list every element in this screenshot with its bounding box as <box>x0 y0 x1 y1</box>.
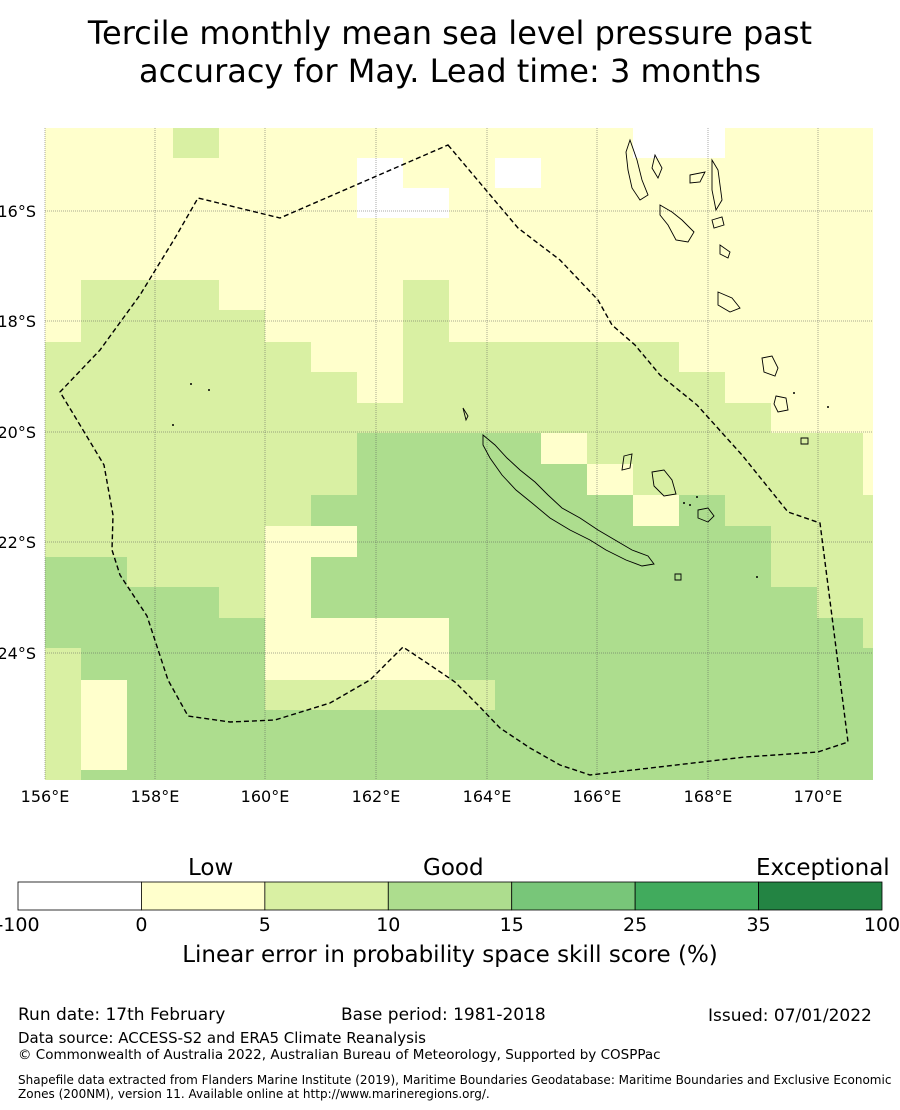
colorbar-segment <box>387 881 513 911</box>
data-source: Data source: ACCESS-S2 and ERA5 Climate … <box>18 1029 426 1047</box>
lon-tick-label: 160°E <box>241 787 290 806</box>
skill-map: 16°S 18°S 20°S 22°S 24°S 156°E 158°E 160°E 162°E… <box>0 128 873 806</box>
colorbar: -100 0 5 10 15 25 35 100 <box>0 881 900 936</box>
colorbar-segment <box>264 881 389 911</box>
coastline-12 <box>651 469 677 497</box>
islet-6 <box>696 496 698 498</box>
chart-title: Tercile monthly mean sea level pressure … <box>0 14 900 90</box>
skill-region-5 <box>357 158 449 218</box>
colorbar-tick-label: -100 <box>0 914 40 936</box>
category-good-label: Good <box>423 855 484 881</box>
islet-1 <box>208 389 210 391</box>
coastline-6 <box>711 216 725 229</box>
lon-tick-label: 166°E <box>573 787 622 806</box>
skill-region-2 <box>45 618 81 780</box>
skill-grid-layer: 16°S 18°S 20°S 22°S 24°S 156°E 158°E 160°E 162°E… <box>0 128 873 806</box>
lat-tick-label: 18°S <box>0 312 36 331</box>
category-low-label: Low <box>188 855 234 881</box>
skill-region-1 <box>173 128 219 158</box>
lon-tick-label: 156°E <box>21 787 70 806</box>
colorbar-tick-label: 0 <box>135 914 147 936</box>
copyright: © Commonwealth of Australia 2022, Austra… <box>18 1047 661 1063</box>
colorbar-segment <box>511 881 636 911</box>
colorbar-tick-label: 100 <box>864 914 900 936</box>
shapefile-credit: Shapefile data extracted from Flanders M… <box>18 1073 892 1101</box>
colorbar-segment <box>141 881 266 911</box>
islet-8 <box>689 504 691 506</box>
lat-tick-label: 22°S <box>0 533 36 552</box>
islet-3 <box>793 392 795 394</box>
colorbar-tick-label: 10 <box>376 914 400 936</box>
colorbar-tick-label: 15 <box>500 914 524 936</box>
category-exceptional-label: Exceptional <box>756 855 890 881</box>
colorbar-segment <box>17 881 142 911</box>
coastline-16 <box>462 407 469 422</box>
coastline-8 <box>717 291 741 313</box>
colorbar-tick-label: 5 <box>259 914 271 936</box>
eez-boundary <box>59 144 849 776</box>
coastline-14 <box>697 507 715 523</box>
colorbar-title: Linear error in probability space skill … <box>182 942 718 968</box>
run-date: Run date: 17th February <box>18 1005 226 1025</box>
colorbar-segment <box>758 881 883 911</box>
coastline-2 <box>651 153 663 180</box>
islet-5 <box>756 576 758 578</box>
skill-region-7 <box>633 128 725 158</box>
coastline-0 <box>482 434 655 567</box>
title-line-1: Tercile monthly mean sea level pressure … <box>87 14 813 52</box>
coastline-11 <box>800 437 809 445</box>
islet-2 <box>172 424 174 426</box>
coastline-4 <box>711 158 723 212</box>
base-period: Base period: 1981-2018 <box>341 1005 546 1025</box>
coastline-15 <box>674 573 682 581</box>
coastline-5 <box>659 204 695 243</box>
lon-tick-label: 162°E <box>352 787 401 806</box>
islet-4 <box>827 406 829 408</box>
skill-region-3 <box>265 680 495 710</box>
title-line-2: accuracy for May. Lead time: 3 months <box>138 52 761 90</box>
lat-tick-label: 20°S <box>0 423 36 442</box>
coastline-3 <box>689 171 706 184</box>
coastline-10 <box>773 395 789 413</box>
issued-date: Issued: 07/01/2022 <box>708 1006 872 1026</box>
skill-region-4 <box>45 433 873 780</box>
islet-7 <box>683 502 685 504</box>
coastline-13 <box>621 453 633 471</box>
colorbar-tick-label: 35 <box>746 914 770 936</box>
lat-tick-label: 24°S <box>0 644 36 663</box>
coastline-9 <box>761 355 779 377</box>
lon-tick-label: 168°E <box>684 787 733 806</box>
colorbar-segment <box>634 881 759 911</box>
coastline-1 <box>625 138 649 201</box>
colorbar-tick-label: 25 <box>623 914 647 936</box>
skill-region-6 <box>495 158 541 188</box>
lon-tick-label: 170°E <box>794 787 843 806</box>
lon-tick-label: 158°E <box>131 787 180 806</box>
lon-tick-label: 164°E <box>463 787 512 806</box>
islet-0 <box>190 383 192 385</box>
coastline-7 <box>719 244 731 259</box>
lat-tick-label: 16°S <box>0 202 36 221</box>
